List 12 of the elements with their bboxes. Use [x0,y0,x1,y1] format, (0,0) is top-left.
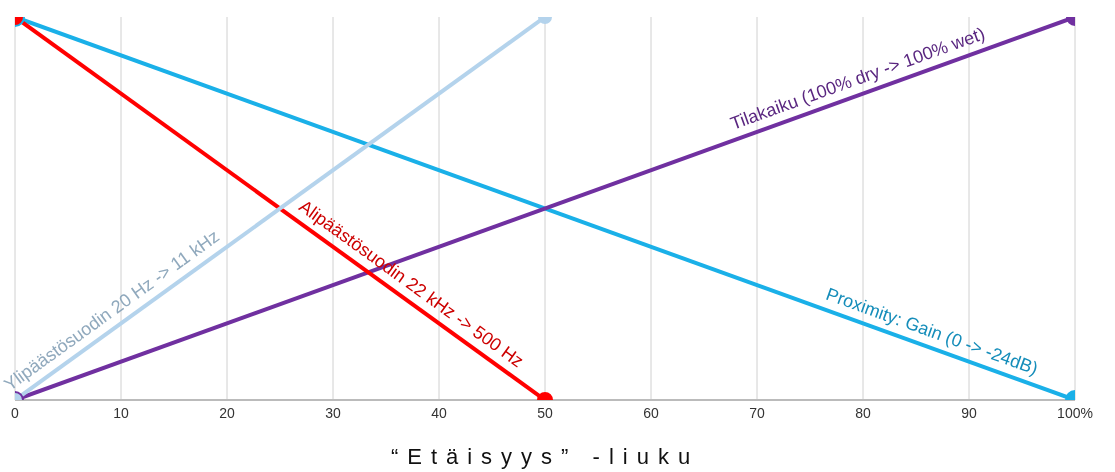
x-tick-label: 40 [431,404,447,421]
x-tick-label: 70 [749,404,765,421]
x-tick-label: 100% [1057,404,1093,421]
x-tick-label: 0 [11,404,20,421]
x-tick-label: 50 [537,404,553,421]
x-axis-title: “Etäisyys” -liuku [390,444,700,469]
x-tick-label: 20 [219,404,235,421]
x-tick-label: 30 [325,404,341,421]
x-tick-label: 90 [961,404,977,421]
x-tick-label: 60 [643,404,659,421]
x-tick-label: 10 [113,404,129,421]
x-tick-label: 80 [855,404,871,421]
